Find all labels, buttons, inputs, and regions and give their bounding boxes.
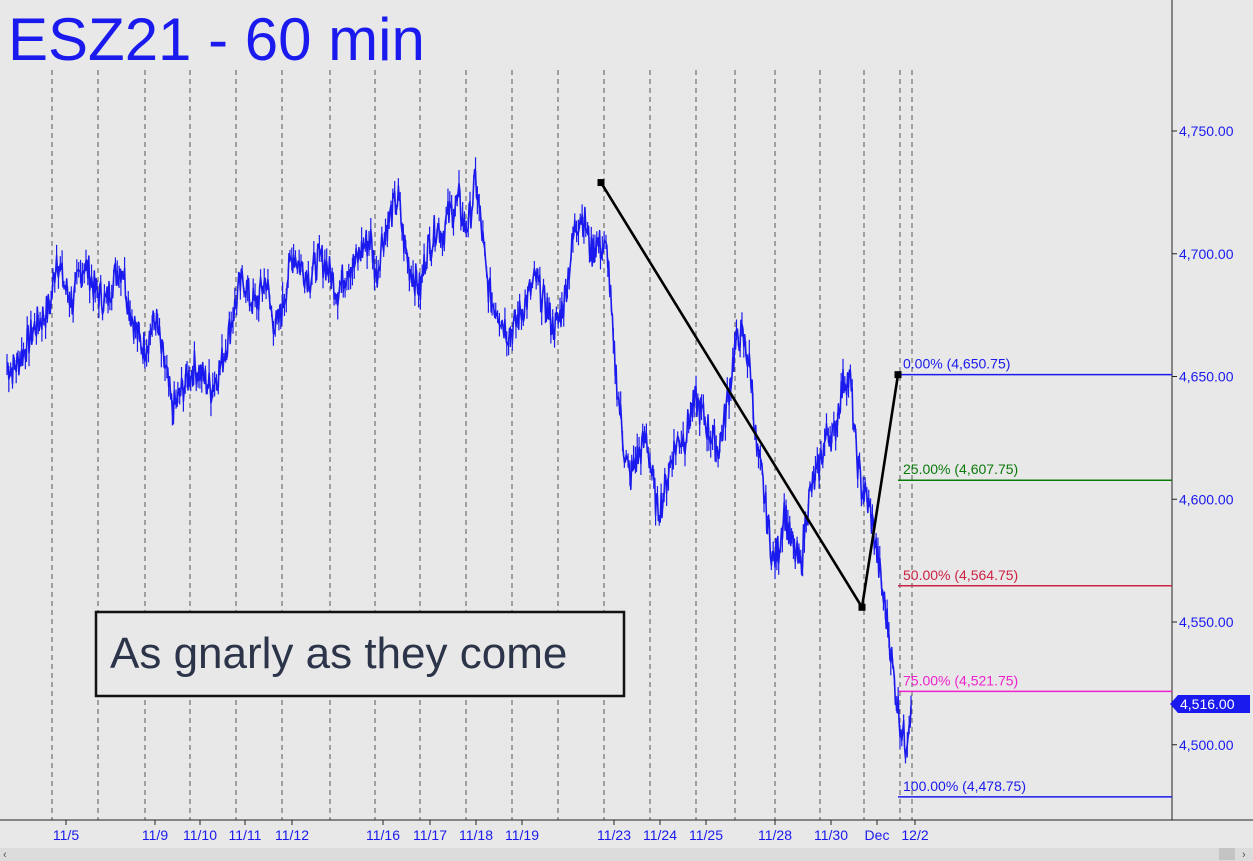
y-tick-label: 4,650.00 — [1179, 369, 1234, 385]
fib-level-label: 25.00% (4,607.75) — [903, 461, 1018, 477]
y-tick-label: 4,500.00 — [1179, 737, 1234, 753]
scrollbar-thumb[interactable] — [1219, 848, 1235, 860]
fib-level-label: 100.00% (4,478.75) — [903, 778, 1026, 794]
swing-point — [597, 179, 605, 187]
swing-path — [597, 179, 902, 611]
y-tick-label: 4,750.00 — [1179, 123, 1234, 139]
y-tick-label: 4,600.00 — [1179, 491, 1234, 507]
fib-level-label: 0.00% (4,650.75) — [903, 356, 1010, 372]
last-price-label: 4,516.00 — [1180, 696, 1235, 712]
fib-level-label: 50.00% (4,564.75) — [903, 567, 1018, 583]
last-price-tag: 4,516.00 — [1170, 695, 1250, 713]
x-tick-label: 11/28 — [758, 827, 792, 843]
price-series — [6, 157, 912, 764]
y-tick-label: 4,700.00 — [1179, 246, 1234, 262]
scroll-left-arrow[interactable]: ‹ — [3, 849, 7, 861]
x-tick-label: Dec — [865, 827, 890, 843]
x-tick-label: 11/23 — [597, 827, 631, 843]
y-tick-label: 4,550.00 — [1179, 614, 1234, 630]
x-tick-label: 11/9 — [142, 827, 168, 843]
annotation-box: As gnarly as they come — [94, 610, 626, 698]
scrollbar-track[interactable] — [0, 848, 1253, 861]
scroll-right-arrow[interactable]: › — [1242, 849, 1246, 861]
swing-point — [858, 603, 866, 611]
x-tick-label: 11/30 — [814, 827, 848, 843]
fib-level-label: 75.00% (4,521.75) — [903, 672, 1018, 688]
x-tick-label: 11/17 — [413, 827, 447, 843]
x-tick-label: 11/12 — [275, 827, 309, 843]
x-tick-label: 11/16 — [366, 827, 400, 843]
x-tick-label: 11/24 — [643, 827, 677, 843]
swing-point — [894, 371, 902, 379]
x-tick-label: 11/18 — [459, 827, 493, 843]
annotation-text: As gnarly as they come — [110, 629, 567, 678]
x-axis: 11/5 11/9 11/10 11/11 11/12 11/16 11/17 11/18 11… — [0, 820, 1253, 861]
x-tick-label: 12/2 — [901, 827, 928, 843]
x-tick-label: 11/10 — [183, 827, 217, 843]
chart-title: ESZ21 - 60 min — [8, 6, 425, 73]
y-axis: 4,750.00 4,700.00 4,650.00 4,600.00 4,550.00… — [0, 0, 1253, 821]
x-tick-label: 11/19 — [505, 827, 539, 843]
x-tick-label: 11/11 — [229, 827, 262, 843]
fib-levels: 0.00% (4,650.75) 25.00% (4,607.75) 50.00% … — [898, 356, 1172, 798]
x-tick-label: 11/5 — [53, 827, 79, 843]
x-tick-label: 11/25 — [689, 827, 723, 843]
